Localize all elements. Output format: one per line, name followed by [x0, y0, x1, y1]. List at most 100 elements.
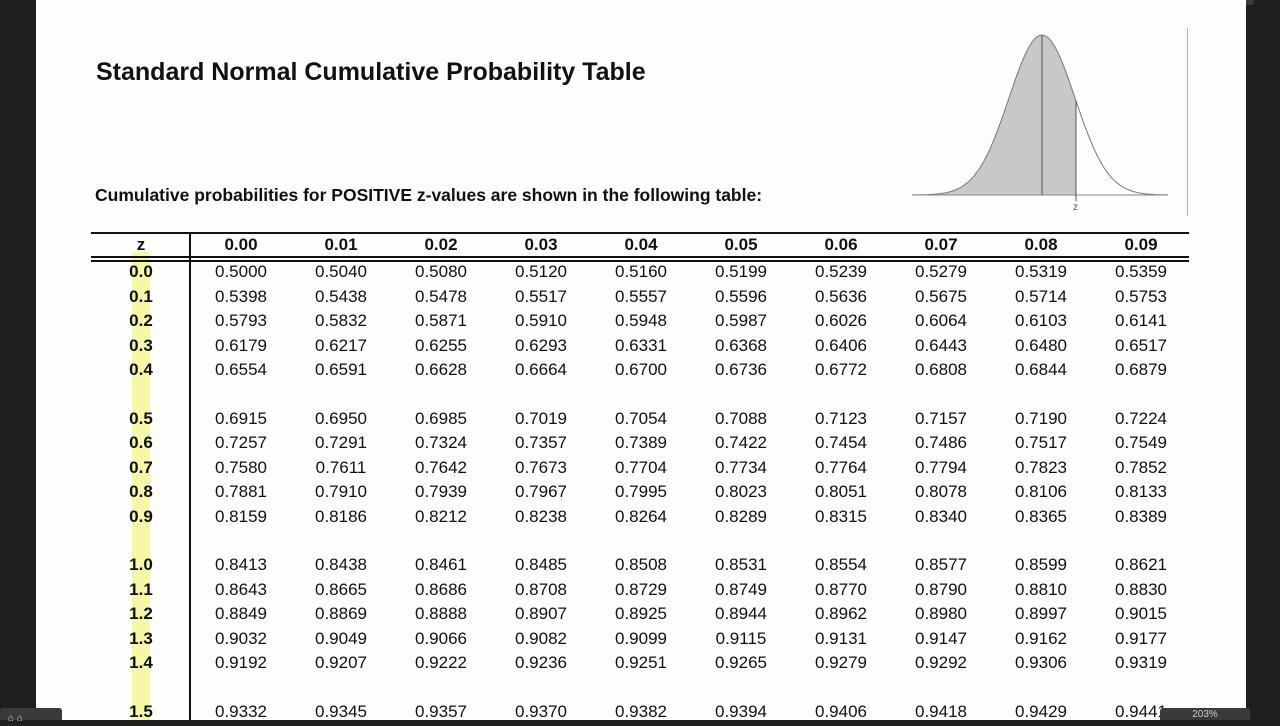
z-value-cell: 0.3 — [129, 335, 153, 355]
probability-cell: 0.8849 — [215, 604, 267, 623]
probability-cell: 0.9306 — [1015, 653, 1067, 672]
document-page: Standard Normal Cumulative Probability T… — [36, 0, 1246, 720]
probability-cell: 0.7454 — [815, 433, 867, 452]
zoom-level[interactable]: 203% — [1160, 708, 1250, 720]
probability-cell: 0.6664 — [515, 360, 567, 379]
z-value-cell: 1.3 — [129, 628, 153, 648]
probability-cell: 0.6141 — [1115, 311, 1167, 330]
table-vertical-rule — [189, 232, 191, 720]
probability-cell: 0.5239 — [815, 262, 867, 281]
probability-cell: 0.9319 — [1115, 653, 1167, 672]
probability-cell: 0.5832 — [315, 311, 367, 330]
page-title: Standard Normal Cumulative Probability T… — [96, 58, 646, 86]
viewer-controls[interactable]: ⌂ ⌂ — [0, 708, 62, 724]
probability-cell: 0.7549 — [1115, 433, 1167, 452]
z-value-cell: 1.5 — [129, 701, 153, 721]
probability-cell: 0.5675 — [915, 286, 967, 306]
z-value-cell: 1.1 — [129, 579, 153, 599]
probability-cell: 0.6103 — [1015, 311, 1067, 330]
probability-cell: 0.7673 — [515, 457, 567, 477]
probability-cell: 0.7123 — [815, 408, 867, 428]
probability-cell: 0.8925 — [615, 604, 667, 623]
probability-cell: 0.7357 — [515, 433, 567, 452]
page-subtitle: Cumulative probabilities for POSITIVE z-… — [95, 185, 763, 205]
probability-cell: 0.9345 — [315, 701, 367, 721]
probability-cell: 0.9222 — [415, 653, 467, 672]
probability-cell: 0.8869 — [315, 604, 367, 623]
probability-cell: 0.7939 — [415, 482, 467, 501]
probability-cell: 0.8389 — [1115, 506, 1167, 526]
probability-cell: 0.9192 — [215, 653, 267, 672]
probability-cell: 0.5987 — [715, 311, 767, 330]
probability-cell: 0.5793 — [215, 311, 267, 330]
probability-cell: 0.9357 — [415, 701, 467, 721]
probability-cell: 0.8790 — [915, 579, 967, 599]
probability-cell: 0.9147 — [915, 628, 967, 648]
z-value-cell: 0.4 — [129, 360, 153, 379]
probability-cell: 0.8621 — [1115, 555, 1167, 574]
probability-cell: 0.8159 — [215, 506, 267, 526]
probability-cell: 0.8186 — [315, 506, 367, 526]
probability-cell: 0.7764 — [815, 457, 867, 477]
z-value-cell: 1.4 — [129, 653, 153, 672]
probability-cell: 0.6554 — [215, 360, 267, 379]
probability-cell: 0.9015 — [1115, 604, 1167, 623]
z-column-header: z — [136, 235, 146, 254]
probability-cell: 0.6772 — [815, 360, 867, 379]
probability-cell: 0.6950 — [315, 408, 367, 428]
probability-cell: 0.7088 — [715, 408, 767, 428]
probability-cell: 0.9332 — [215, 701, 267, 721]
probability-cell: 0.8508 — [615, 555, 667, 574]
probability-cell: 0.5000 — [215, 262, 267, 281]
probability-cell: 0.9382 — [615, 701, 667, 721]
probability-cell: 0.9251 — [615, 653, 667, 672]
probability-cell: 0.7224 — [1115, 408, 1167, 428]
probability-cell: 0.5948 — [615, 311, 667, 330]
probability-cell: 0.7019 — [515, 408, 567, 428]
probability-cell: 0.7257 — [215, 433, 267, 452]
probability-cell: 0.8461 — [415, 555, 467, 574]
probability-cell: 0.9162 — [1015, 628, 1067, 648]
probability-cell: 0.7910 — [315, 482, 367, 501]
probability-cell: 0.6628 — [415, 360, 467, 379]
table-header-rule-1 — [91, 256, 1189, 258]
column-header: 0.03 — [524, 235, 558, 254]
curve-z-label: z — [1073, 202, 1078, 213]
probability-cell: 0.7852 — [1115, 457, 1167, 477]
probability-cell: 0.6480 — [1015, 335, 1067, 355]
probability-cell: 0.6808 — [915, 360, 967, 379]
probability-cell: 0.6217 — [315, 335, 367, 355]
probability-cell: 0.7486 — [915, 433, 967, 452]
probability-cell: 0.5557 — [615, 286, 667, 306]
probability-cell: 0.8907 — [515, 604, 567, 623]
probability-cell: 0.8365 — [1015, 506, 1067, 526]
probability-cell: 0.5478 — [415, 286, 467, 306]
probability-cell: 0.8708 — [515, 579, 567, 599]
z-value-cell: 0.0 — [129, 262, 153, 281]
margin-line — [1187, 28, 1188, 216]
probability-cell: 0.8980 — [915, 604, 967, 623]
probability-cell: 0.6026 — [815, 311, 867, 330]
nav-icon[interactable]: ⌂ ⌂ — [8, 713, 23, 724]
probability-cell: 0.8531 — [715, 555, 767, 574]
z-value-cell: 0.7 — [129, 457, 153, 477]
probability-cell: 0.9370 — [515, 701, 567, 721]
probability-cell: 0.8078 — [915, 482, 967, 501]
probability-cell: 0.7190 — [1015, 408, 1067, 428]
probability-cell: 0.8264 — [615, 506, 667, 526]
probability-cell: 0.8770 — [815, 579, 867, 599]
probability-cell: 0.7734 — [715, 457, 767, 477]
column-header: 0.00 — [224, 235, 258, 254]
column-header: 0.07 — [924, 235, 958, 254]
probability-cell: 0.8106 — [1015, 482, 1067, 501]
z-value-cell: 0.8 — [129, 482, 153, 501]
probability-cell: 0.8438 — [315, 555, 367, 574]
probability-cell: 0.6736 — [715, 360, 767, 379]
column-header: 0.04 — [624, 235, 658, 254]
probability-cell: 0.7291 — [315, 433, 367, 452]
probability-cell: 0.9418 — [915, 701, 967, 721]
probability-cell: 0.5910 — [515, 311, 567, 330]
probability-cell: 0.8554 — [815, 555, 867, 574]
probability-cell: 0.8888 — [415, 604, 467, 623]
probability-cell: 0.5120 — [515, 262, 567, 281]
